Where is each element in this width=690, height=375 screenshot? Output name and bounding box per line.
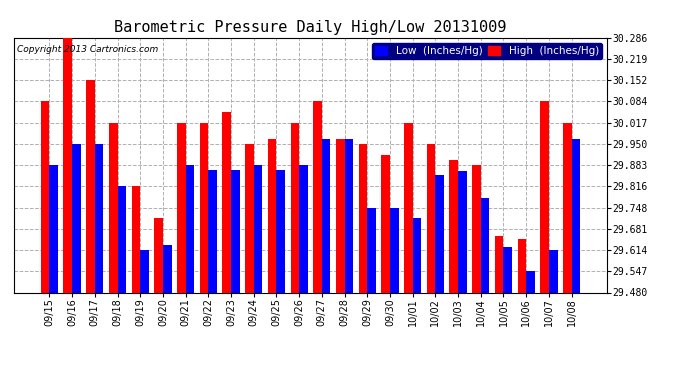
Bar bbox=[222, 112, 231, 292]
Bar bbox=[245, 144, 254, 292]
Bar bbox=[231, 170, 239, 292]
Bar bbox=[109, 123, 117, 292]
Bar bbox=[254, 165, 262, 292]
Bar bbox=[155, 218, 163, 292]
Bar bbox=[117, 186, 126, 292]
Bar bbox=[290, 123, 299, 292]
Bar bbox=[268, 139, 277, 292]
Bar bbox=[95, 144, 103, 292]
Bar bbox=[449, 160, 458, 292]
Bar bbox=[336, 139, 344, 292]
Bar bbox=[132, 186, 140, 292]
Bar bbox=[571, 139, 580, 292]
Bar bbox=[563, 123, 571, 292]
Bar bbox=[208, 170, 217, 292]
Bar bbox=[549, 250, 558, 292]
Bar bbox=[404, 123, 413, 292]
Bar bbox=[50, 165, 58, 292]
Bar bbox=[413, 219, 422, 292]
Title: Barometric Pressure Daily High/Low 20131009: Barometric Pressure Daily High/Low 20131… bbox=[115, 20, 506, 35]
Bar bbox=[177, 123, 186, 292]
Bar bbox=[186, 165, 195, 292]
Bar bbox=[435, 176, 444, 292]
Bar bbox=[390, 208, 399, 292]
Bar bbox=[472, 165, 481, 292]
Bar bbox=[458, 171, 466, 292]
Bar bbox=[322, 139, 331, 292]
Bar bbox=[367, 208, 376, 292]
Bar bbox=[41, 101, 50, 292]
Bar bbox=[540, 101, 549, 292]
Bar bbox=[359, 144, 367, 292]
Bar bbox=[72, 144, 81, 292]
Bar bbox=[481, 198, 489, 292]
Bar bbox=[299, 165, 308, 292]
Bar bbox=[313, 101, 322, 292]
Bar bbox=[426, 144, 435, 292]
Text: Copyright 2013 Cartronics.com: Copyright 2013 Cartronics.com bbox=[17, 45, 158, 54]
Bar bbox=[518, 239, 526, 292]
Bar bbox=[526, 271, 535, 292]
Bar bbox=[277, 170, 285, 292]
Bar bbox=[163, 245, 172, 292]
Bar bbox=[199, 123, 208, 292]
Bar bbox=[382, 154, 390, 292]
Legend: Low  (Inches/Hg), High  (Inches/Hg): Low (Inches/Hg), High (Inches/Hg) bbox=[372, 43, 602, 59]
Bar bbox=[63, 38, 72, 292]
Bar bbox=[495, 236, 504, 292]
Bar bbox=[504, 247, 512, 292]
Bar bbox=[344, 139, 353, 292]
Bar bbox=[86, 80, 95, 292]
Bar bbox=[140, 250, 149, 292]
